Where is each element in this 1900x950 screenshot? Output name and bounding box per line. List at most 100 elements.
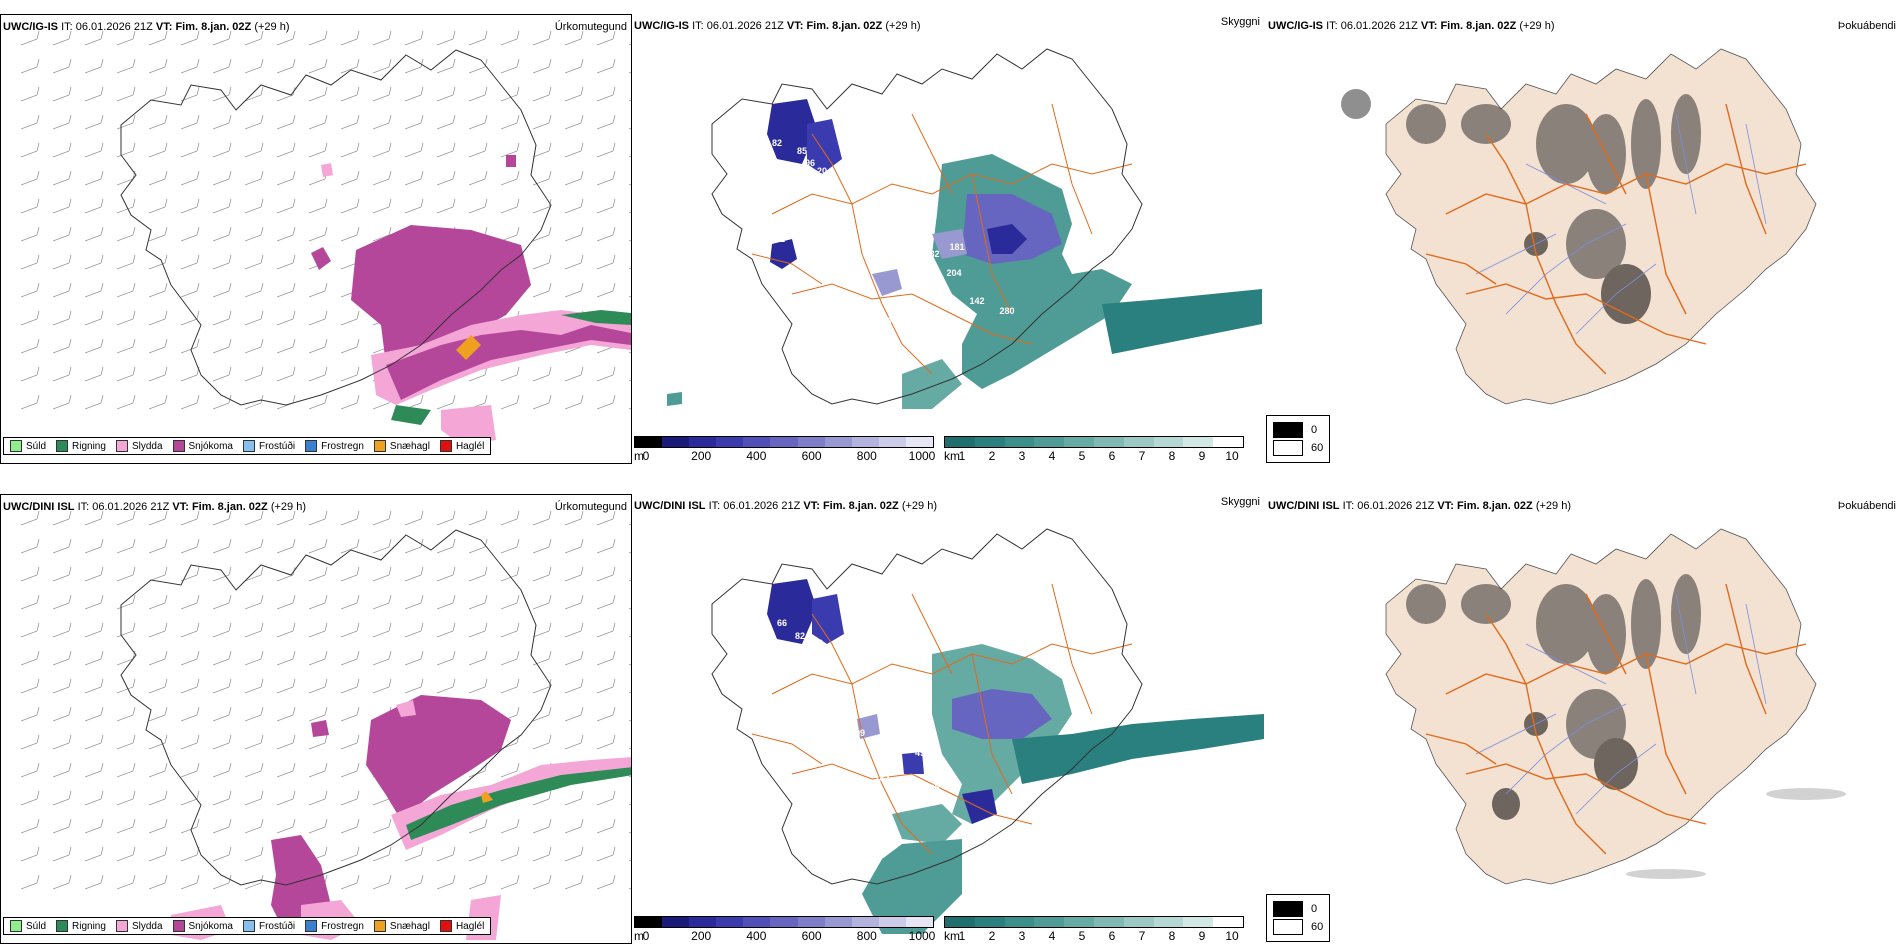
legend-item: Súld [10,440,46,452]
visibility-panel-row1: 82 85 96 20 92 93 147 161 176 175 164 302 133 181 182 3… [632,14,1264,464]
colorbar-segment [743,437,771,447]
legend-swatch [242,920,255,932]
fog-legend-swatch [1273,440,1303,456]
colorbar-segment [716,437,744,447]
visibility-value-label: 133 [914,234,929,244]
roads [751,583,1133,855]
precip-type-panel-row1: UWC/IG-IS IT: 06.01.2026 21Z VT: Fim. 8.… [0,14,632,464]
colorbar-tick: 400 [746,449,767,463]
precip-areas [171,695,631,940]
colorbar-segment [662,917,690,927]
fog-shading [1341,89,1701,324]
visibility-value-label: 818 [876,346,891,356]
visibility-value-label: 82 [907,701,917,711]
legend-item: Slydda [115,440,163,452]
colorbar-tick: 9 [1198,449,1206,463]
legend-swatch [56,440,69,452]
colorbar-segment [1153,917,1184,927]
colorbar-segment [824,437,852,447]
legend-label: Snjókoma [188,440,233,452]
legend-item: Frostregn [305,920,364,932]
visibility-value-label: 147 [824,201,839,211]
iceland-outline [711,528,1143,885]
colorbar-segment [1034,917,1065,927]
visibility-value-label: 99 [813,638,823,648]
panel-title: UWC/DINI ISL IT: 06.01.2026 21Z VT: Fim.… [1268,500,1571,512]
visibility-value-label: 91 [887,206,897,216]
colorbar-segment [689,437,717,447]
visibility-value-label: 82 [772,138,782,148]
colorbar-segment [945,437,975,447]
colorbar-tick: 0 [642,449,650,463]
legend-item: Súld [10,920,46,932]
legend-item: Slydda [115,920,163,932]
visibility-value-label: 164 [879,246,894,256]
precip-type-map-row1 [20,30,631,445]
legend-swatch [172,440,185,452]
colorbar-segment [1034,437,1065,447]
visibility-value-label: 161 [856,216,871,226]
ceiling-colorbar: m 0 200 400 600 800 1000 [634,436,936,463]
visibility-value-label: 154 [836,724,851,734]
legend-swatch [305,920,318,932]
colorbar-segment [1123,917,1154,927]
visibility-value-label: 93 [790,230,800,240]
colorbar-segment [974,437,1005,447]
visibility-value-label: 66 [777,618,787,628]
legend-label: Haglél [455,440,485,452]
visibility-value-label: 72 [907,726,917,736]
visibility-value-label: 302 [894,246,909,256]
visibility-value-label: 707 [866,331,881,341]
fog-legend-swatch [1273,422,1303,438]
legend-label: Slydda [131,920,163,932]
panel-title: UWC/DINI ISL IT: 06.01.2026 21Z VT: Fim.… [634,500,937,512]
visibility-colorbar: km 1 2 3 4 5 6 7 8 9 10 [944,436,1244,463]
product-type: Skyggni [1220,16,1260,28]
legend-label: Frostregn [321,920,364,932]
colorbar-segment [716,917,744,927]
colorbar-segment [1183,917,1214,927]
colorbar-segment [770,437,798,447]
panel-title: UWC/IG-IS IT: 06.01.2026 21Z VT: Fim. 8.… [3,21,290,33]
visibility-unit: km [944,449,960,463]
visibility-panel-row2: 66 79 82 99 82 63 116 154 99 75 82 72 49 182 204 125 71 1… [632,494,1264,944]
legend-item: Snjókoma [172,440,233,452]
colorbar-segment [662,437,690,447]
visibility-value-label: 322 [914,274,929,284]
legend-swatch [373,920,386,932]
legend-swatch [56,920,69,932]
product-type: Úrkomutegund [554,21,627,33]
panel-title: UWC/IG-IS IT: 06.01.2026 21Z VT: Fim. 8.… [634,20,921,32]
visibility-value-label: 85 [797,146,807,156]
colorbar-tick: 10 [1225,929,1239,943]
colorbar-segment [1093,917,1124,927]
colorbar-tick: 200 [691,449,712,463]
legend-label: Snæhagl [389,440,430,452]
visibility-value-label: 20 [817,166,827,176]
colorbar-tick: 5 [1078,449,1086,463]
fog-legend-row1: 0 60 [1266,415,1331,463]
colorbar-tick: 1 [958,929,966,943]
colorbar-segment [635,437,663,447]
colorbar-segment [689,917,717,927]
colorbar-tick: 7 [1138,929,1146,943]
colorbar-segment [770,917,798,927]
legend-swatch [242,440,255,452]
ceiling-colorbar: m 0 200 400 600 800 1000 [634,916,935,943]
colorbar-segment [1213,917,1243,927]
precip-type-map-row2 [20,510,631,940]
panel-title: UWC/DINI ISL IT: 06.01.2026 21Z VT: Fim.… [3,501,306,513]
legend-item: Snjókoma [172,920,233,932]
legend-label: Haglél [455,920,485,932]
colorbar-segment [1213,437,1243,447]
colorbar-segment [824,917,852,927]
roads [751,103,1133,375]
legend-label: Frostúði [258,920,296,932]
colorbar-tick: 1000 [908,449,936,463]
fog-legend-swatch [1273,901,1303,917]
colorbar-segment [1123,437,1154,447]
legend-item: Snæhagl [373,920,430,932]
colorbar-tick: 4 [1048,929,1056,943]
legend-label: Rigning [72,440,106,452]
